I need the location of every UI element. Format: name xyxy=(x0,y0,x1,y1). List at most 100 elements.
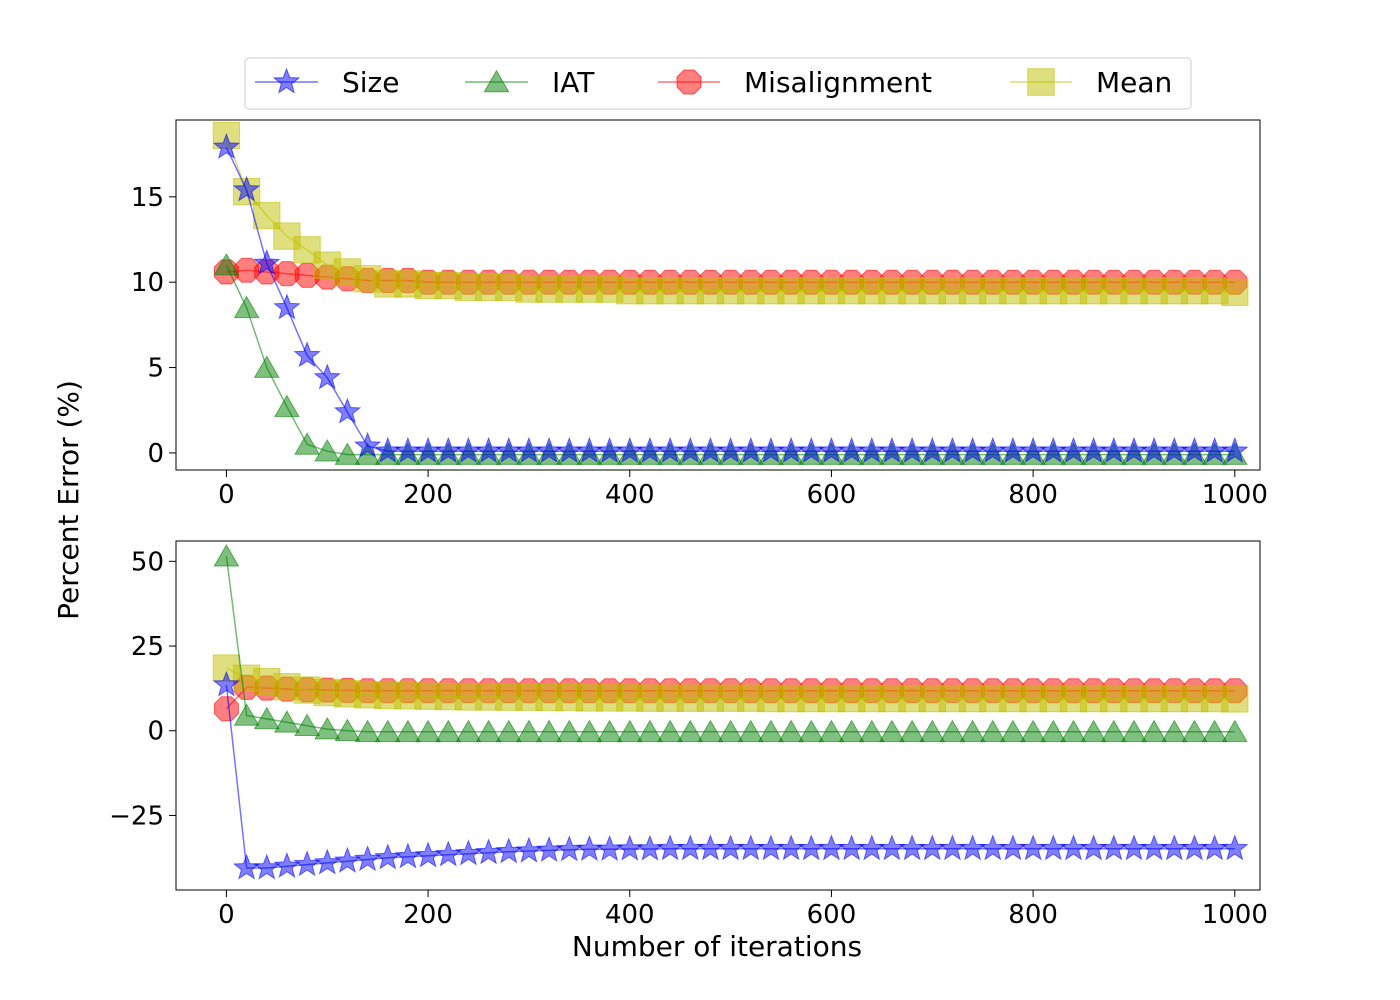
point-iat xyxy=(1161,719,1188,743)
point-iat xyxy=(818,719,845,743)
point-iat xyxy=(415,719,442,743)
point-iat xyxy=(1040,719,1067,743)
legend-label-mean: Mean xyxy=(1096,66,1172,99)
point-iat xyxy=(878,719,905,743)
point-iat xyxy=(858,719,885,743)
point-size xyxy=(515,836,543,863)
point-size xyxy=(878,834,906,861)
point-size xyxy=(273,851,301,878)
point-size xyxy=(253,248,281,276)
point-size xyxy=(1019,834,1047,861)
point-misalignment xyxy=(274,261,300,287)
axes-frame xyxy=(175,119,1261,471)
point-iat xyxy=(314,439,341,462)
y-axis-label: Percent Error (%) xyxy=(52,380,85,620)
point-iat xyxy=(455,719,482,743)
point-size xyxy=(333,397,362,424)
point-size xyxy=(1221,834,1249,861)
point-size xyxy=(535,835,563,863)
point-size xyxy=(293,341,321,368)
y-tick-label: −25 xyxy=(109,801,164,831)
point-iat xyxy=(576,719,603,743)
point-size xyxy=(293,850,321,877)
point-iat xyxy=(334,718,361,741)
point-iat xyxy=(919,719,946,743)
point-size xyxy=(696,834,725,861)
point-iat xyxy=(1181,719,1208,743)
point-iat xyxy=(697,719,724,743)
x-tick-label: 0 xyxy=(218,900,235,930)
point-iat xyxy=(899,719,926,743)
point-iat xyxy=(1080,719,1107,743)
legend: Size IAT Misalignment Mean xyxy=(244,57,1192,110)
point-iat xyxy=(273,710,300,733)
point-size xyxy=(232,175,261,202)
point-size xyxy=(837,834,866,861)
point-size xyxy=(333,846,362,873)
point-iat xyxy=(1221,719,1248,743)
point-iat xyxy=(213,252,240,276)
point-iat xyxy=(737,719,764,743)
point-size xyxy=(757,834,785,861)
point-iat xyxy=(757,719,784,743)
y-tick-label: 25 xyxy=(131,632,164,662)
y-tick-label: 5 xyxy=(147,354,164,384)
legend-item-misalignment: Misalignment xyxy=(658,66,932,99)
point-size xyxy=(253,853,281,880)
point-iat xyxy=(616,719,643,743)
point-iat xyxy=(515,719,542,743)
x-tick-label: 800 xyxy=(1008,900,1058,930)
x-tick-label: 200 xyxy=(403,480,453,510)
point-iat xyxy=(334,442,361,465)
series-size xyxy=(212,132,1249,463)
point-iat xyxy=(475,719,502,743)
bottom-panel: 0 200 400 600 800 1000 −25 0 25 50 xyxy=(109,540,1268,930)
point-iat xyxy=(778,719,805,743)
point-size xyxy=(656,834,684,861)
x-tick-label: 0 xyxy=(218,480,235,510)
y-tick-label: 0 xyxy=(147,717,164,747)
legend-marker-iat xyxy=(483,69,510,93)
point-size xyxy=(1100,834,1128,861)
point-size xyxy=(1221,436,1249,463)
point-size xyxy=(817,834,846,861)
point-iat xyxy=(798,719,825,743)
point-iat xyxy=(233,703,260,726)
point-size xyxy=(636,834,664,861)
point-iat xyxy=(374,719,401,743)
point-iat xyxy=(596,719,623,743)
point-iat xyxy=(556,719,583,743)
point-iat xyxy=(999,719,1026,743)
point-iat xyxy=(979,719,1006,743)
x-tick-label: 600 xyxy=(807,900,857,930)
x-tick-label: 600 xyxy=(807,480,857,510)
point-iat xyxy=(536,719,563,743)
point-iat xyxy=(657,719,684,743)
x-axis-label: Number of iterations xyxy=(572,930,862,963)
point-iat xyxy=(394,719,421,743)
legend-label-size: Size xyxy=(342,66,399,99)
point-iat xyxy=(717,719,744,743)
top-panel: 0 200 400 600 800 1000 0 5 10 15 xyxy=(131,119,1268,510)
y-tick-label: 10 xyxy=(131,268,164,298)
point-size xyxy=(898,834,926,861)
point-size xyxy=(1039,834,1067,861)
point-size xyxy=(232,853,261,880)
point-misalignment xyxy=(213,696,239,722)
point-iat xyxy=(959,719,986,743)
point-size xyxy=(353,431,382,458)
x-tick-label: 400 xyxy=(605,480,655,510)
point-size xyxy=(616,834,644,861)
point-iat xyxy=(213,543,240,567)
point-size xyxy=(374,843,402,870)
point-size xyxy=(1140,834,1168,861)
y-tick-label: 0 xyxy=(147,439,164,469)
point-iat xyxy=(838,719,865,743)
point-size xyxy=(454,839,483,866)
point-iat xyxy=(939,719,966,743)
x-tick-label: 400 xyxy=(605,900,655,930)
point-size xyxy=(414,841,442,868)
point-iat xyxy=(294,432,321,455)
point-size xyxy=(313,848,341,875)
